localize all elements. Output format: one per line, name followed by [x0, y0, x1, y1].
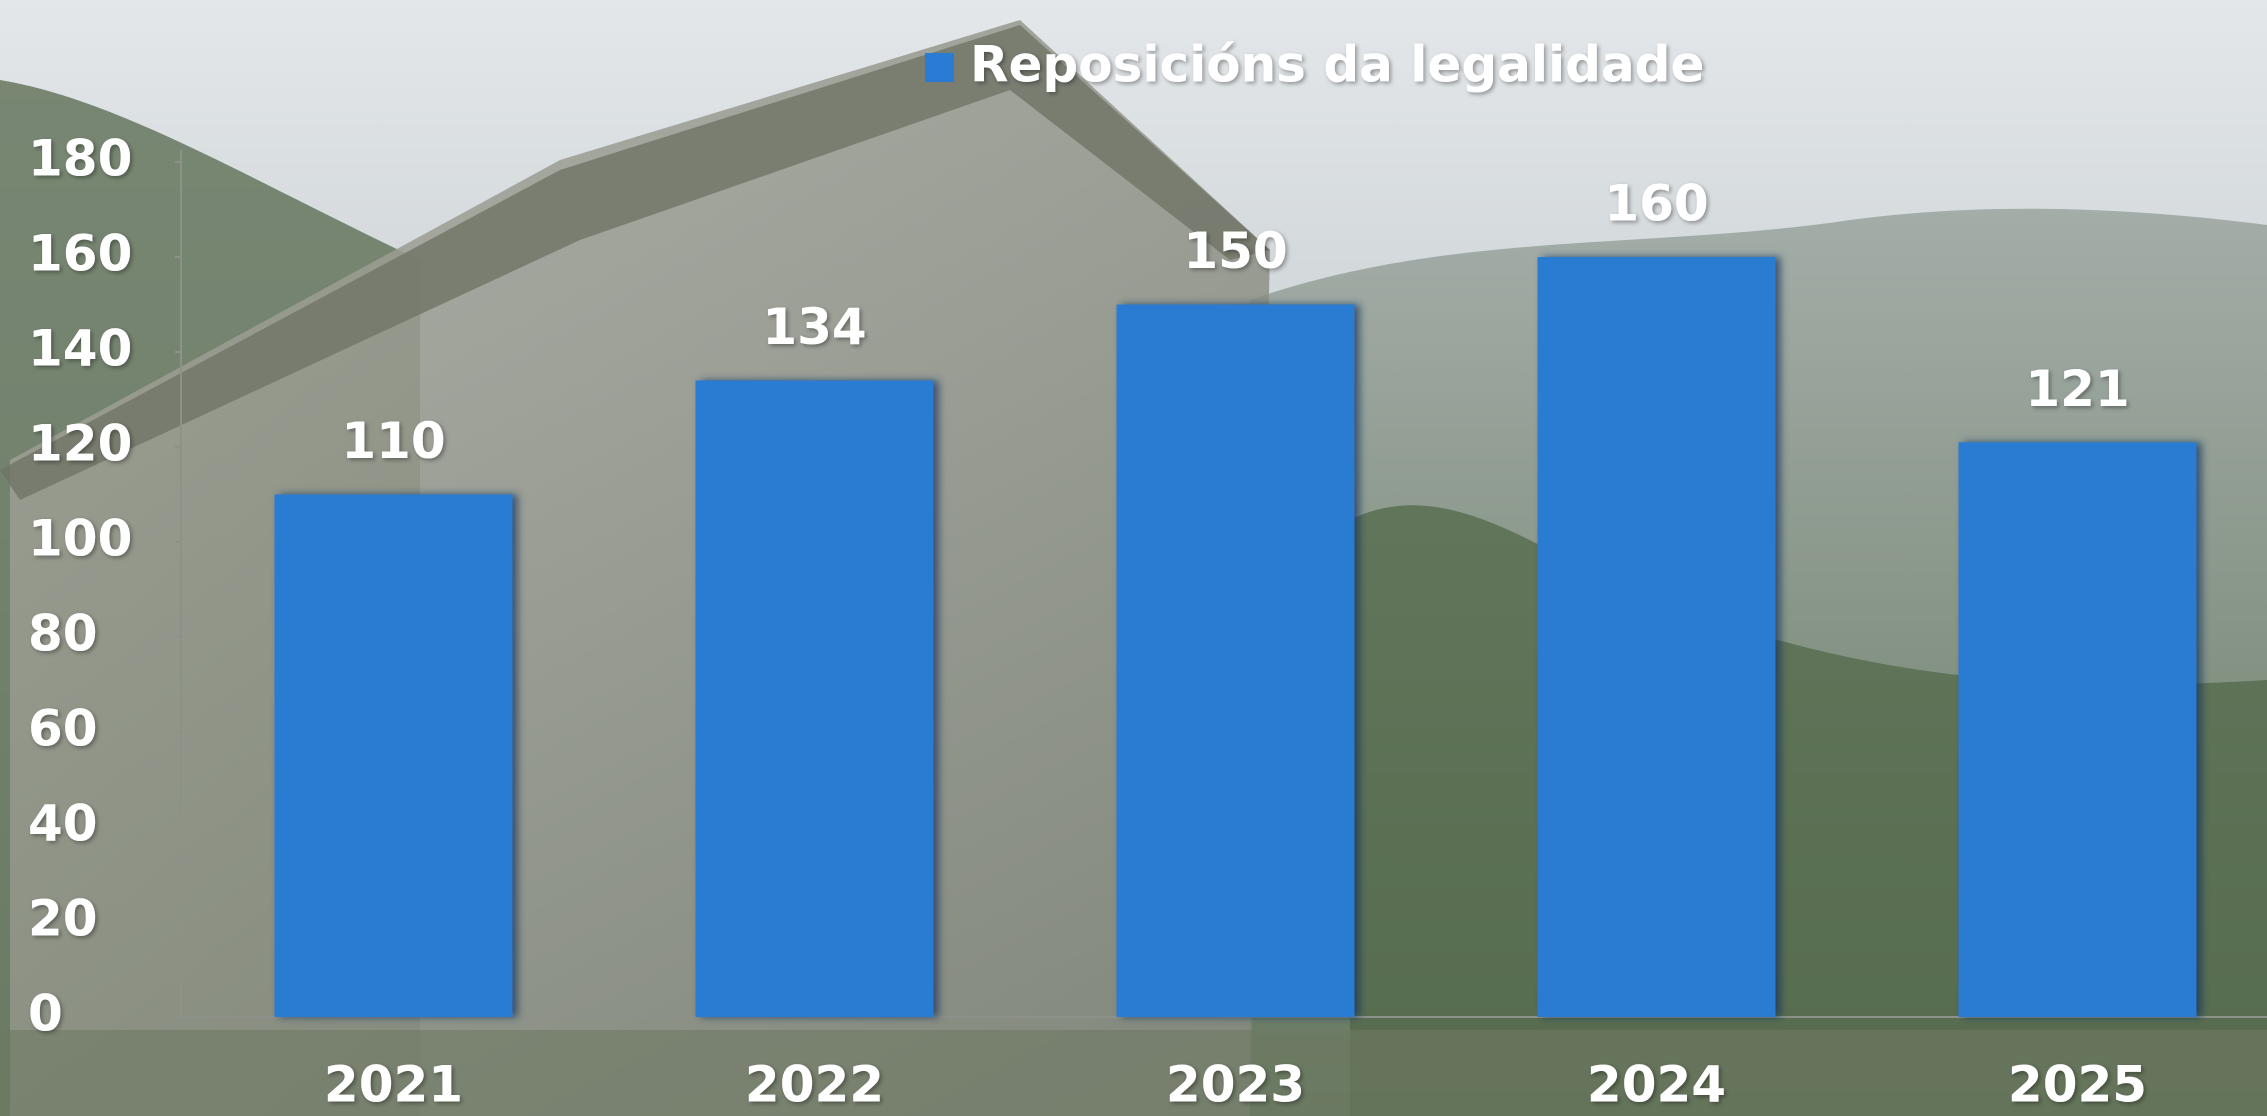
value-label: 121 [2025, 360, 2129, 418]
bar [1958, 442, 2197, 1017]
x-tick-label: 2022 [745, 1056, 884, 1114]
bar [1116, 304, 1355, 1017]
value-label: 110 [341, 412, 445, 470]
y-tick-label: 40 [28, 795, 98, 853]
y-tick-label: 160 [28, 225, 132, 283]
y-tick-label: 80 [28, 605, 98, 663]
x-tick-label: 2023 [1166, 1056, 1305, 1114]
bar [274, 494, 513, 1017]
value-label: 150 [1183, 222, 1287, 280]
value-label: 134 [762, 298, 866, 356]
legend-label: Reposicións da legalidade [970, 36, 1704, 94]
x-tick-label: 2025 [2008, 1056, 2147, 1114]
y-tick-label: 100 [28, 510, 132, 568]
y-tick-label: 0 [28, 985, 63, 1043]
y-tick-label: 20 [28, 890, 98, 948]
bar [695, 380, 934, 1017]
y-tick-label: 60 [28, 700, 98, 758]
bar [1537, 257, 1776, 1017]
y-tick-label: 120 [28, 415, 132, 473]
y-tick-label: 180 [28, 130, 132, 188]
x-tick-label: 2021 [324, 1056, 463, 1114]
legend-swatch [925, 53, 954, 82]
x-tick-label: 2024 [1587, 1056, 1726, 1114]
value-label: 160 [1604, 175, 1708, 233]
y-tick-label: 140 [28, 320, 132, 378]
